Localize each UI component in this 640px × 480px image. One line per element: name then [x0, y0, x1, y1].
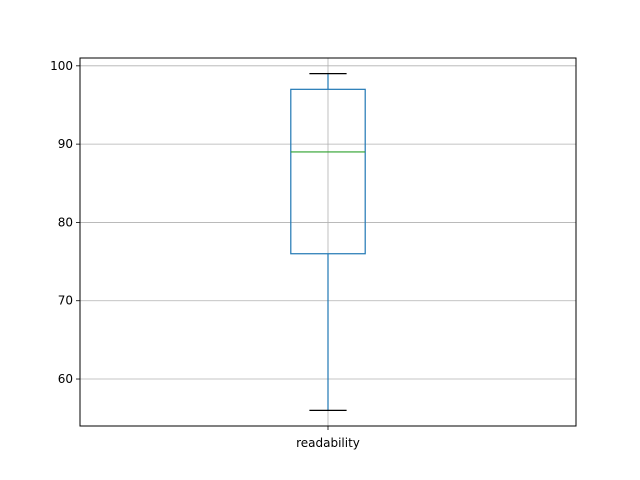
y-tick-label: 70 — [58, 294, 73, 308]
x-tick-label: readability — [296, 436, 360, 450]
y-tick-label: 60 — [58, 372, 73, 386]
box-iqr — [290, 88, 366, 255]
y-tick-label: 100 — [50, 59, 73, 73]
axis-layer: 60 70 80 90 100 readability — [50, 59, 360, 450]
y-tick-label: 80 — [58, 215, 73, 229]
plot-layer — [290, 73, 366, 411]
grid-layer — [80, 58, 576, 426]
y-tick-label: 90 — [58, 137, 73, 151]
